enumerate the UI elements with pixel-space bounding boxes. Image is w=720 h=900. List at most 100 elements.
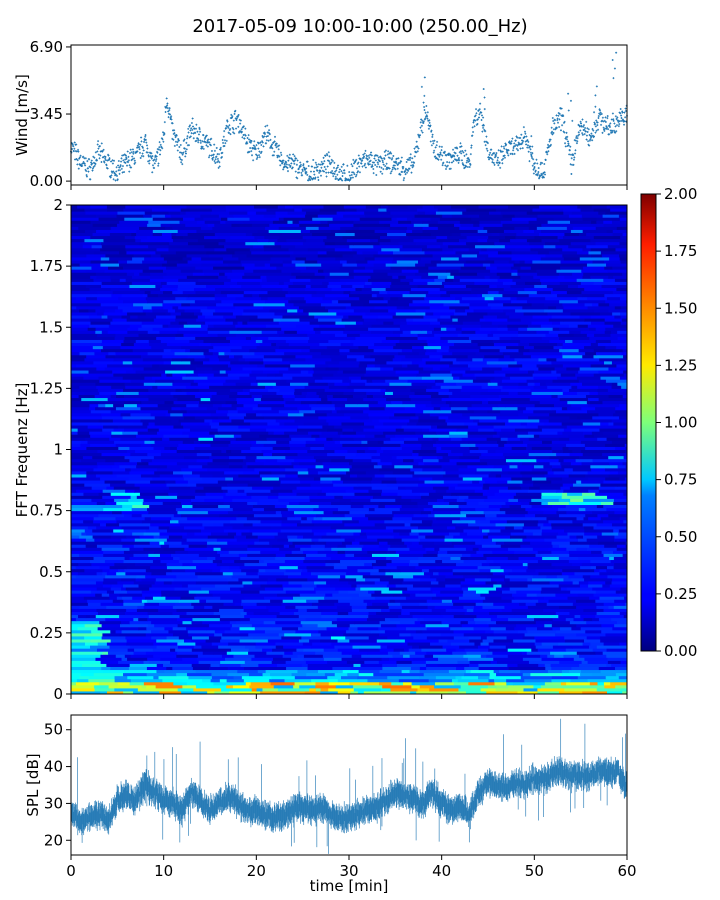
wind-point: [357, 161, 360, 164]
spectrogram-cell: [118, 446, 130, 450]
spectrogram-cell: [492, 550, 515, 554]
spectrogram-cell: [544, 663, 552, 667]
spectrogram-cell: [555, 629, 586, 634]
wind-point: [507, 154, 510, 157]
wind-point: [309, 179, 312, 182]
spectrogram-cell: [384, 504, 403, 509]
wind-point: [490, 148, 493, 151]
spectrogram-cell: [558, 556, 579, 561]
spectrogram-cell: [549, 351, 563, 356]
wind-point: [270, 144, 273, 147]
wind-point: [431, 133, 434, 136]
spectrogram-cell: [96, 587, 112, 591]
spectrogram-cell: [232, 599, 242, 603]
spectrogram-cell: [415, 651, 427, 655]
spectrogram-cell: [409, 394, 432, 399]
spectrogram-cell: [365, 470, 394, 475]
spectrogram-cell: [604, 544, 618, 548]
spectrogram-cell: [129, 620, 152, 625]
wind-point: [505, 143, 508, 146]
spectrogram-cell: [613, 528, 620, 533]
spectrogram-cell: [232, 684, 250, 689]
wind-point: [285, 166, 288, 169]
spectrogram-cell: [453, 681, 469, 686]
wind-point: [569, 99, 572, 102]
spectrogram-cell: [461, 553, 471, 557]
spectrogram-cell: [96, 544, 123, 548]
wind-point: [342, 163, 345, 166]
spectrogram-cell: [551, 675, 579, 680]
wind-point: [399, 161, 402, 164]
spectrogram-cell: [75, 681, 100, 686]
spectrogram-cell: [507, 654, 541, 658]
spectrogram-cell: [212, 403, 223, 408]
spectrogram-cell: [161, 590, 190, 594]
spectrogram-cell: [619, 403, 628, 408]
wind-point: [585, 138, 588, 141]
wind-point: [337, 164, 340, 167]
spectrogram-cell: [561, 351, 586, 356]
wind-point: [234, 109, 237, 112]
spectrogram-cell: [294, 397, 322, 402]
spectrogram-cell: [496, 672, 524, 677]
spectrogram-cell: [229, 690, 261, 695]
spectrogram-cell: [117, 425, 148, 429]
spectrogram-cell: [356, 583, 388, 588]
spectrogram-cell: [284, 571, 302, 576]
spectrogram-cell: [589, 681, 599, 686]
spectrogram-cell: [126, 638, 157, 643]
spectrogram-cell: [415, 412, 431, 417]
spectrogram-cell: [307, 666, 333, 671]
spectrogram-cell: [441, 351, 453, 356]
spectrogram-cell: [71, 397, 82, 402]
spectrogram-cell: [416, 421, 448, 426]
spectrogram-cell: [379, 501, 401, 506]
spectrogram-cell: [616, 363, 628, 368]
wind-point: [277, 154, 280, 157]
spectrogram-cell: [273, 684, 294, 689]
spectrogram-cell: [606, 507, 628, 512]
wind-point: [321, 169, 324, 172]
spectrogram-cell: [154, 580, 165, 585]
wind-point: [379, 170, 382, 173]
spectrogram-cell: [114, 461, 138, 466]
spectrogram-cell: [115, 516, 146, 521]
spectrogram-cell: [189, 348, 210, 353]
spectrogram-cell: [176, 461, 208, 466]
spectrogram-cell: [171, 516, 188, 521]
wind-point: [570, 172, 573, 175]
spectrogram-cell: [378, 660, 397, 664]
spectrogram-cell: [569, 486, 600, 490]
spectrogram-cell: [464, 577, 476, 582]
spectrogram-cell: [172, 373, 187, 377]
spectrogram-cell: [562, 449, 573, 454]
spectrogram-cell: [105, 354, 116, 359]
spectrogram-cell: [559, 544, 590, 548]
spectrogram-cell: [366, 379, 373, 383]
spectrogram-cell: [338, 599, 365, 603]
wind-point: [485, 147, 488, 150]
spectrogram-cell: [393, 535, 419, 539]
wind-point: [620, 116, 623, 119]
spectrogram-cell: [246, 461, 265, 466]
wind-point: [109, 176, 112, 179]
wind-point: [208, 154, 211, 157]
spectrogram-cell: [238, 553, 248, 557]
spectrogram-cell: [512, 568, 527, 573]
spectrogram-cell: [488, 504, 502, 509]
spectrogram-cell: [313, 516, 323, 521]
spectrogram-cell: [71, 373, 96, 377]
spectrogram-cell: [284, 559, 304, 564]
spectrogram-cell: [214, 690, 230, 695]
spectrogram-cell: [85, 544, 98, 548]
spectrogram-cell: [164, 446, 171, 450]
spectrogram-cell: [71, 666, 102, 671]
wind-point: [92, 161, 95, 164]
wind-point: [258, 150, 261, 153]
spectrogram-cell: [580, 357, 600, 362]
wind-point: [514, 139, 517, 142]
wind-point: [418, 136, 421, 139]
spectrogram-cell: [320, 480, 333, 484]
spectrogram-cell: [622, 553, 628, 557]
spectrogram-cell: [250, 681, 272, 686]
